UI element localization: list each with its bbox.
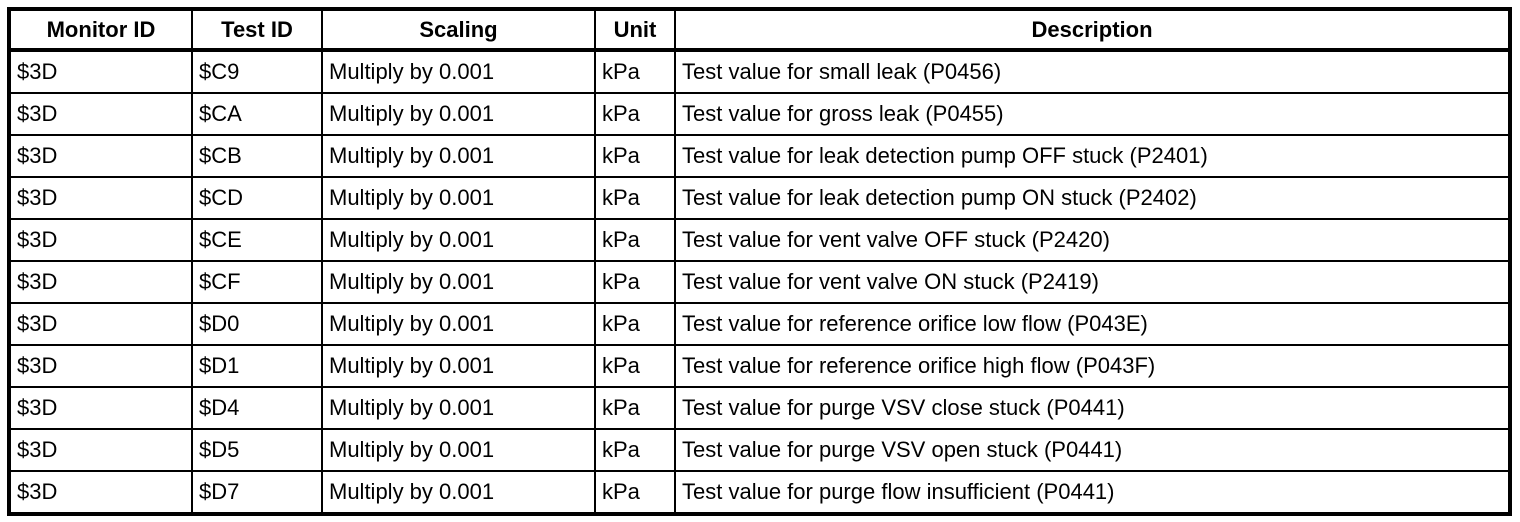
cell-scaling: Multiply by 0.001	[321, 49, 596, 94]
cell-monitor-id: $3D	[8, 386, 193, 430]
cell-scaling: Multiply by 0.001	[321, 176, 596, 220]
column-header-unit: Unit	[594, 8, 676, 52]
table-row: $3D $D0 Multiply by 0.001 kPa Test value for…	[8, 302, 1511, 346]
table-row: $3D $D4 Multiply by 0.001 kPa Test value for…	[8, 386, 1511, 430]
cell-description: Test value for purge flow insufficient (…	[674, 470, 1511, 515]
cell-description: Test value for vent valve OFF stuck (P24…	[674, 218, 1511, 262]
cell-test-id: $D4	[191, 386, 323, 430]
cell-monitor-id: $3D	[8, 218, 193, 262]
cell-unit: kPa	[594, 386, 676, 430]
cell-test-id: $D7	[191, 470, 323, 515]
table-row: $3D $D1 Multiply by 0.001 kPa Test value for…	[8, 344, 1511, 388]
table-row: $3D $CD Multiply by 0.001 kPa Test value for…	[8, 176, 1511, 220]
cell-unit: kPa	[594, 218, 676, 262]
table-row: $3D $CF Multiply by 0.001 kPa Test value for…	[8, 260, 1511, 304]
cell-scaling: Multiply by 0.001	[321, 302, 596, 346]
cell-scaling: Multiply by 0.001	[321, 344, 596, 388]
cell-scaling: Multiply by 0.001	[321, 470, 596, 515]
column-header-test-id: Test ID	[191, 8, 323, 52]
cell-scaling: Multiply by 0.001	[321, 428, 596, 472]
cell-description: Test value for small leak (P0456)	[674, 49, 1511, 94]
cell-monitor-id: $3D	[8, 134, 193, 178]
cell-description: Test value for reference orifice low flo…	[674, 302, 1511, 346]
column-header-scaling: Scaling	[321, 8, 596, 52]
cell-test-id: $CD	[191, 176, 323, 220]
cell-unit: kPa	[594, 260, 676, 304]
cell-scaling: Multiply by 0.001	[321, 386, 596, 430]
cell-unit: kPa	[594, 302, 676, 346]
cell-description: Test value for purge VSV close stuck (P0…	[674, 386, 1511, 430]
cell-scaling: Multiply by 0.001	[321, 260, 596, 304]
cell-description: Test value for gross leak (P0455)	[674, 92, 1511, 136]
cell-monitor-id: $3D	[8, 428, 193, 472]
cell-description: Test value for leak detection pump OFF s…	[674, 134, 1511, 178]
cell-monitor-id: $3D	[8, 49, 193, 94]
cell-unit: kPa	[594, 428, 676, 472]
table-body: $3D $C9 Multiply by 0.001 kPa Test value for…	[8, 49, 1511, 515]
cell-description: Test value for vent valve ON stuck (P241…	[674, 260, 1511, 304]
cell-scaling: Multiply by 0.001	[321, 134, 596, 178]
cell-unit: kPa	[594, 134, 676, 178]
cell-test-id: $D0	[191, 302, 323, 346]
cell-monitor-id: $3D	[8, 302, 193, 346]
cell-monitor-id: $3D	[8, 260, 193, 304]
cell-unit: kPa	[594, 344, 676, 388]
table-row: $3D $C9 Multiply by 0.001 kPa Test value for…	[8, 49, 1511, 94]
cell-unit: kPa	[594, 470, 676, 515]
cell-unit: kPa	[594, 49, 676, 94]
cell-description: Test value for purge VSV open stuck (P04…	[674, 428, 1511, 472]
cell-monitor-id: $3D	[8, 176, 193, 220]
cell-test-id: $CE	[191, 218, 323, 262]
cell-monitor-id: $3D	[8, 344, 193, 388]
cell-test-id: $D1	[191, 344, 323, 388]
column-header-monitor-id: Monitor ID	[8, 8, 193, 52]
cell-unit: kPa	[594, 176, 676, 220]
cell-monitor-id: $3D	[8, 92, 193, 136]
cell-unit: kPa	[594, 92, 676, 136]
cell-test-id: $CF	[191, 260, 323, 304]
cell-scaling: Multiply by 0.001	[321, 218, 596, 262]
cell-test-id: $CB	[191, 134, 323, 178]
column-header-description: Description	[674, 8, 1511, 52]
cell-description: Test value for leak detection pump ON st…	[674, 176, 1511, 220]
table-row: $3D $D5 Multiply by 0.001 kPa Test value for…	[8, 428, 1511, 472]
table-row: $3D $CE Multiply by 0.001 kPa Test value for…	[8, 218, 1511, 262]
table-row: $3D $CB Multiply by 0.001 kPa Test value for…	[8, 134, 1511, 178]
cell-monitor-id: $3D	[8, 470, 193, 515]
cell-test-id: $D5	[191, 428, 323, 472]
table-row: $3D $D7 Multiply by 0.001 kPa Test value for…	[8, 470, 1511, 515]
monitor-test-table: Monitor ID Test ID Scaling Unit Descript…	[7, 7, 1512, 516]
cell-scaling: Multiply by 0.001	[321, 92, 596, 136]
cell-test-id: $C9	[191, 49, 323, 94]
cell-description: Test value for reference orifice high fl…	[674, 344, 1511, 388]
cell-test-id: $CA	[191, 92, 323, 136]
table-row: $3D $CA Multiply by 0.001 kPa Test value for…	[8, 92, 1511, 136]
header-row: Monitor ID Test ID Scaling Unit Descript…	[8, 8, 1511, 52]
